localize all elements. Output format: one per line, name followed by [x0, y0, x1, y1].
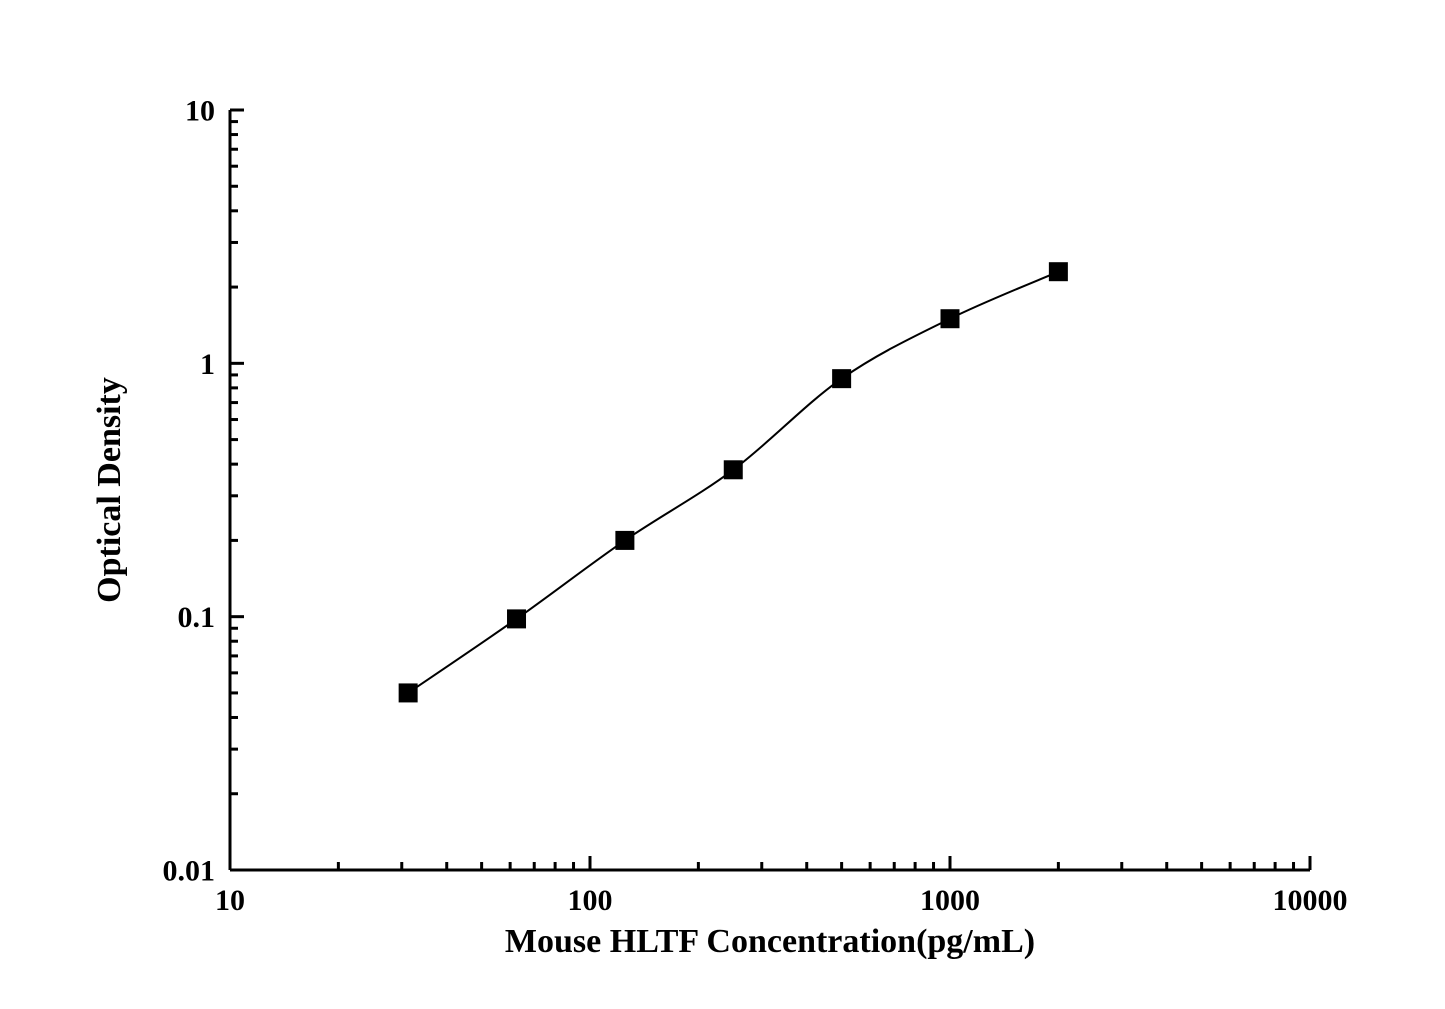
chart-svg: 10 100 1000 10000 0.01 0.1 1 10 Mouse HLTF Conce… — [0, 0, 1445, 1009]
y-tick-label: 1 — [200, 348, 215, 381]
data-marker — [941, 310, 959, 328]
data-marker — [833, 370, 851, 388]
y-tick-label: 10 — [185, 95, 215, 128]
y-tick-label: 0.01 — [163, 855, 216, 888]
x-tick-label: 10000 — [1273, 884, 1348, 917]
data-marker — [1049, 263, 1067, 281]
x-tick-label: 100 — [568, 884, 613, 917]
data-marker — [724, 461, 742, 479]
chart-container: 10 100 1000 10000 0.01 0.1 1 10 Mouse HLTF Conce… — [0, 0, 1445, 1009]
data-marker — [616, 531, 634, 549]
y-tick-label: 0.1 — [178, 601, 216, 634]
data-marker — [399, 684, 417, 702]
y-axis-label: Optical Density — [91, 377, 128, 603]
x-axis-label: Mouse HLTF Concentration(pg/mL) — [505, 923, 1035, 960]
x-tick-label: 1000 — [920, 884, 980, 917]
x-tick-label: 10 — [215, 884, 245, 917]
data-marker — [508, 610, 526, 628]
